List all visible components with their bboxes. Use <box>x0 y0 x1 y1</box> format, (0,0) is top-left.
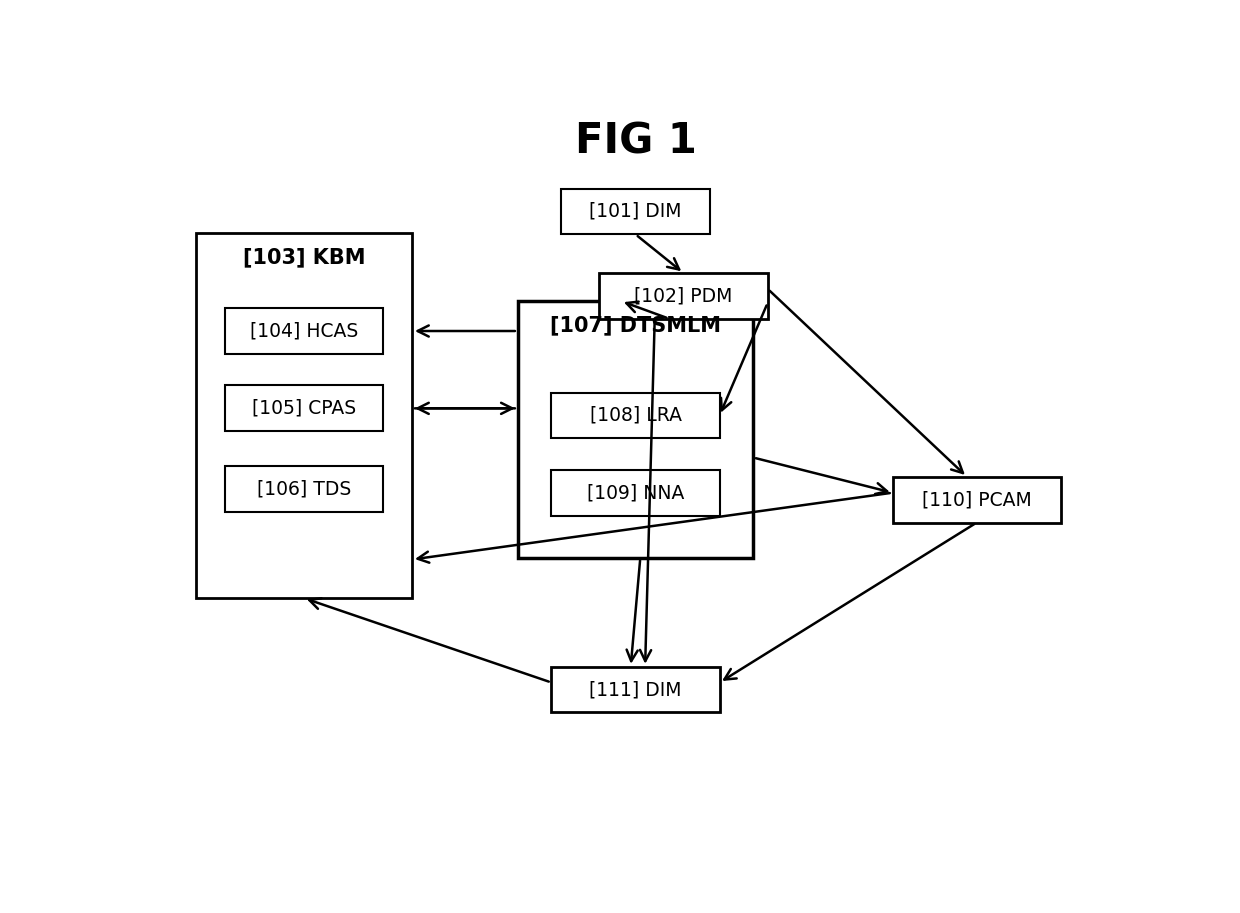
FancyBboxPatch shape <box>552 470 719 516</box>
Text: [105] CPAS: [105] CPAS <box>252 399 356 418</box>
Text: [109] NNA: [109] NNA <box>587 483 684 502</box>
FancyBboxPatch shape <box>224 467 383 512</box>
FancyBboxPatch shape <box>552 666 719 712</box>
FancyBboxPatch shape <box>196 233 412 598</box>
Text: [108] LRA: [108] LRA <box>589 406 682 425</box>
FancyBboxPatch shape <box>224 385 383 431</box>
Text: [103] KBM: [103] KBM <box>243 247 366 268</box>
Text: FIG 1: FIG 1 <box>574 121 697 163</box>
FancyBboxPatch shape <box>518 301 753 558</box>
FancyBboxPatch shape <box>552 393 719 438</box>
Text: [110] PCAM: [110] PCAM <box>921 490 1032 509</box>
Text: [111] DIM: [111] DIM <box>589 680 682 699</box>
FancyBboxPatch shape <box>599 273 768 319</box>
Text: [104] HCAS: [104] HCAS <box>249 321 358 341</box>
Text: [106] TDS: [106] TDS <box>257 479 351 498</box>
FancyBboxPatch shape <box>893 477 1060 522</box>
Text: [107] DTSMLM: [107] DTSMLM <box>551 316 720 336</box>
FancyBboxPatch shape <box>560 189 711 235</box>
Text: [101] DIM: [101] DIM <box>589 202 682 221</box>
FancyBboxPatch shape <box>224 309 383 354</box>
Text: [102] PDM: [102] PDM <box>635 287 733 305</box>
